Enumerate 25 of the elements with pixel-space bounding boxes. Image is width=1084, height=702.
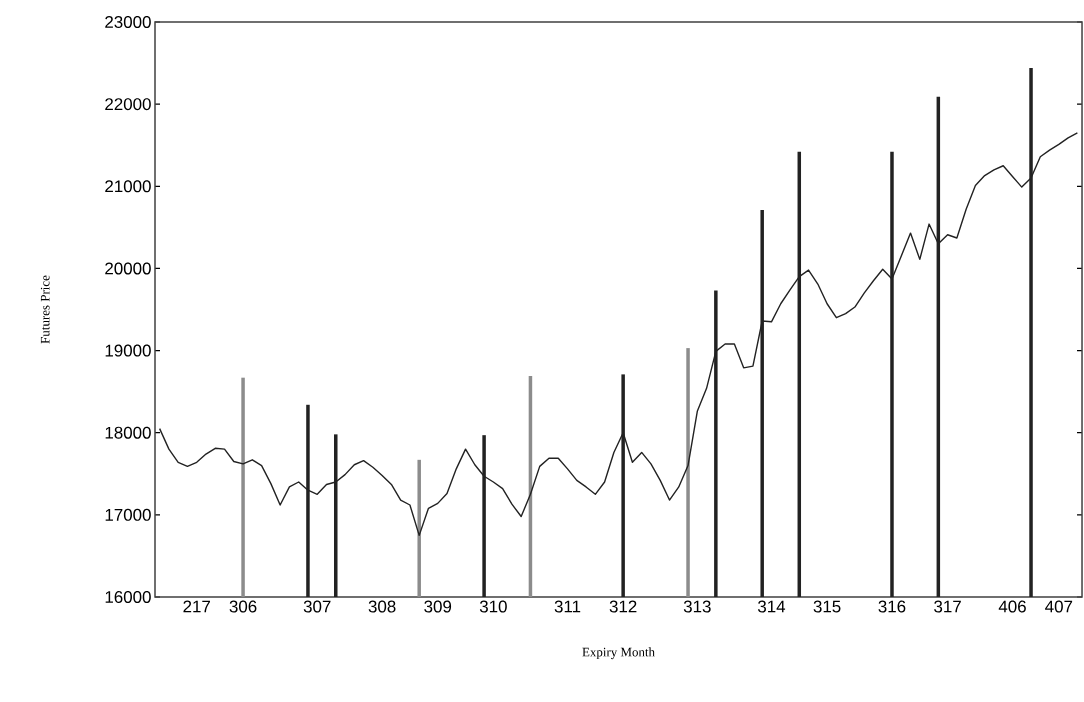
x-tick-label: 315 (813, 600, 841, 613)
x-tick-label: 314 (757, 600, 786, 613)
x-axis-title: Expiry Month (582, 647, 655, 660)
y-tick-label: 17000 (105, 508, 151, 521)
y-tick-label: 20000 (105, 262, 151, 275)
y-tick-label: 16000 (105, 591, 151, 603)
x-tick-label: 407 (1045, 600, 1073, 613)
x-tick-label: 310 (479, 600, 507, 613)
x-tick-label: 406 (998, 600, 1026, 613)
y-axis-title: Futures Price (40, 275, 50, 344)
x-tick-label: 309 (424, 600, 452, 613)
x-tick-label: 316 (878, 600, 906, 613)
y-tick-label: 22000 (105, 98, 151, 111)
x-tick-label: 317 (934, 600, 961, 613)
x-tick-label: 311 (554, 600, 581, 613)
x-tick-label: 312 (609, 600, 637, 613)
y-tick-label: 21000 (105, 180, 151, 193)
y-tick-label: 18000 (105, 426, 151, 439)
x-tick-label: 313 (683, 600, 711, 613)
y-tick-label: 23000 (105, 15, 151, 28)
x-tick-label: 308 (368, 600, 396, 613)
x-tick-label: 217 (183, 600, 210, 613)
x-tick-label: 307 (303, 600, 331, 613)
x-tick-label: 306 (229, 600, 257, 613)
y-tick-label: 19000 (105, 344, 151, 357)
